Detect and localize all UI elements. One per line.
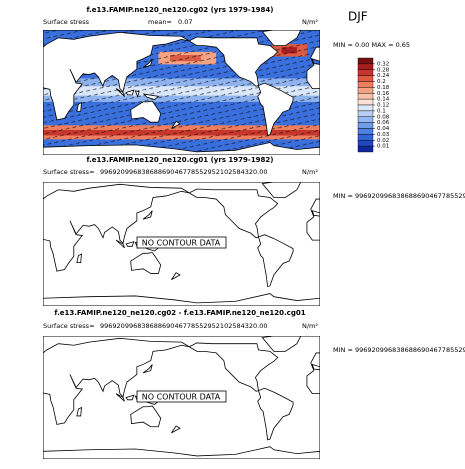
no-data-message: NO CONTOUR DATA [142, 239, 221, 248]
colorbar-box [357, 110, 374, 117]
stat-value: 0.07 [178, 18, 192, 26]
panel-title: f.e13.FAMIP.ne120_ne120.cg02 (yrs 1979-1… [86, 6, 273, 14]
colorbar-box [357, 63, 374, 70]
colorbar-box [357, 122, 374, 129]
units: N/m² [302, 168, 318, 176]
colorbar-box [357, 128, 374, 135]
min-max: MIN = 99692099683868869046778552952 [333, 346, 465, 354]
colorbar-label: 0.02 [377, 138, 389, 144]
units: N/m² [302, 322, 318, 330]
colorbar-label: 0.32 [377, 61, 389, 67]
colorbar-box [357, 81, 374, 88]
colorbar-label: 0.28 [377, 67, 390, 73]
variable-label: Surface stress [43, 18, 90, 26]
colorbar-box [357, 134, 374, 141]
colorbar-label: 0.04 [377, 126, 390, 132]
colorbar-label: 0.18 [377, 85, 390, 91]
colorbar-label: 0.03 [377, 132, 390, 138]
stat-label: mean= [148, 18, 172, 26]
colorbar-box [357, 75, 374, 82]
colorbar-box [357, 104, 374, 112]
colorbar-box [357, 116, 374, 123]
colorbar-label: 0.14 [377, 97, 390, 103]
panel-title: f.e13.FAMIP.ne120_ne120.cg01 (yrs 1979-1… [86, 156, 273, 164]
min-max: MIN = 99692099683868869046778552952 [333, 192, 465, 200]
colorbar-box [357, 57, 374, 65]
stat-value: 99692099683868869046778552952102584320.0… [100, 322, 268, 330]
colorbar: 0.320.280.240.20.180.160.140.120.10.080.… [357, 57, 390, 153]
no-data-message: NO CONTOUR DATA [142, 393, 221, 402]
colorbar-label: 0.06 [377, 120, 390, 126]
variable-label: Surface stress= [43, 322, 95, 330]
stat-value: 99692099683868869046778552952102584320.0… [100, 168, 268, 176]
message-box [136, 390, 227, 403]
map-filled [43, 30, 320, 155]
colorbar-label: 0.01 [377, 144, 389, 150]
colorbar-box [357, 145, 374, 153]
colorbar-label: 0.16 [377, 91, 390, 97]
colorbar-label: 0.2 [377, 79, 386, 85]
variable-label: Surface stress= [43, 168, 95, 176]
colorbar-box [357, 87, 374, 94]
colorbar-label: 0.12 [377, 103, 389, 109]
units: N/m² [302, 18, 318, 26]
min-max: MIN = 0.00 MAX = 0.65 [333, 41, 410, 49]
colorbar-box [357, 69, 374, 76]
colorbar-label: 0.24 [377, 73, 390, 79]
season-label: DJF [348, 10, 368, 24]
colorbar-box [357, 93, 374, 100]
colorbar-label: 0.1 [377, 108, 386, 114]
colorbar-box [357, 140, 374, 147]
colorbar-label: 0.08 [377, 114, 390, 120]
colorbar-box [357, 98, 374, 106]
panel-title: f.e13.FAMIP.ne120_ne120.cg02 - f.e13.FAM… [54, 309, 305, 317]
message-box [136, 236, 227, 249]
